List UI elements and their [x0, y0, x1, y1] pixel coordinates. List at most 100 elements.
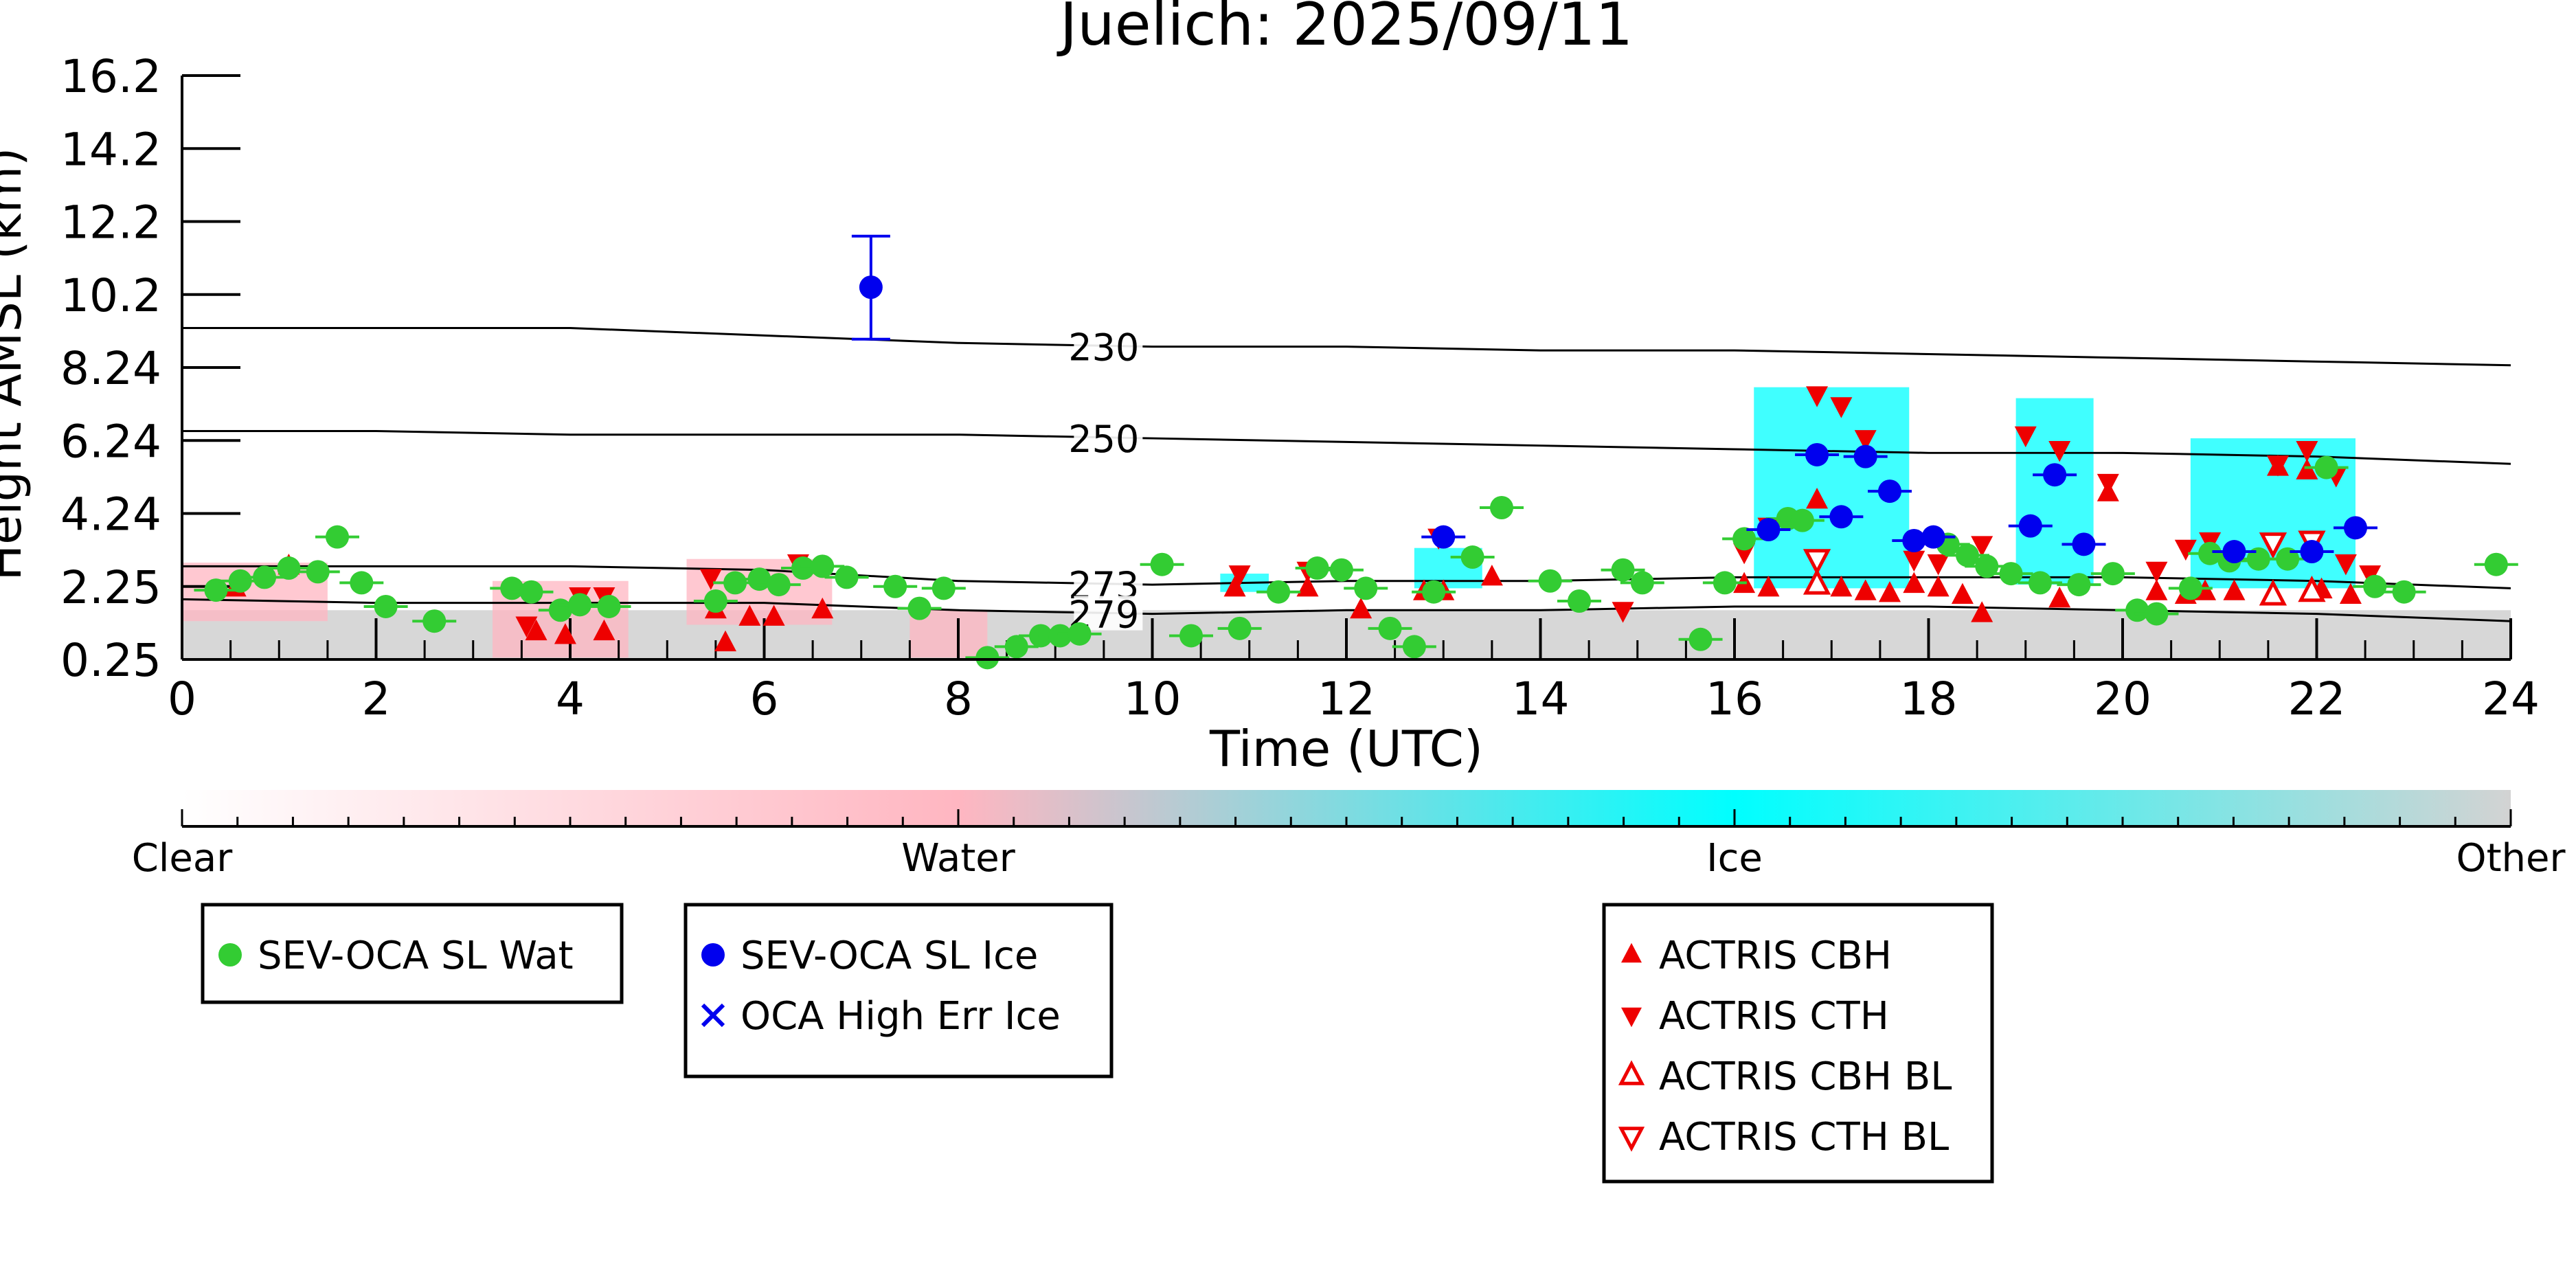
- actris-cbh-point: [1830, 576, 1853, 597]
- sev-oca-sl-wat-point: [811, 554, 835, 578]
- sev-oca-sl-ice-point: [1829, 505, 1853, 529]
- actris-cbh-bl-point: [2259, 579, 2287, 606]
- legend-label-actris-cth: ACTRIS CTH: [1659, 994, 1889, 1039]
- sev-oca-sl-wat-point: [767, 573, 791, 597]
- legend-marker-actris-cbh-bl: [1618, 1060, 1645, 1085]
- sev-oca-sl-ice-point: [2018, 514, 2042, 538]
- x-tick-label: 20: [2094, 673, 2151, 725]
- sev-oca-sl-wat-point: [2178, 576, 2202, 600]
- sev-oca-sl-wat-point: [326, 525, 349, 549]
- sev-oca-sl-wat-point: [703, 589, 727, 613]
- sev-oca-sl-wat-point: [1004, 635, 1028, 659]
- x-tick-label: 0: [168, 673, 196, 725]
- legend-marker-sev-oca-sl-ice: [701, 943, 725, 967]
- sev-oca-sl-wat-point: [1354, 576, 1378, 600]
- x-tick-label: 24: [2482, 673, 2540, 725]
- legend-label-actris-cbh: ACTRIS CBH: [1659, 934, 1892, 978]
- sev-oca-sl-wat-point: [1538, 569, 1562, 593]
- x-tick-label: 4: [556, 673, 585, 725]
- sev-oca-sl-wat-point: [1490, 496, 1513, 519]
- sev-oca-sl-wat-point: [2276, 547, 2300, 571]
- sev-oca-sl-wat-point: [723, 571, 747, 595]
- actris-cth-point: [2359, 565, 2382, 587]
- sev-oca-sl-wat-point: [1568, 589, 1591, 613]
- actris-cth-point: [699, 569, 722, 590]
- sev-oca-sl-wat-point: [228, 569, 252, 593]
- sev-oca-sl-wat-point: [1179, 624, 1203, 648]
- actris-cbh-point: [762, 605, 785, 626]
- sev-oca-sl-wat-point: [1378, 616, 1402, 640]
- sev-oca-sl-wat-point: [597, 594, 621, 618]
- actris-cbh-point: [2339, 583, 2362, 605]
- sev-oca-sl-wat-point: [907, 596, 931, 620]
- legend-label-oca-high-err-ice: OCA High Err Ice: [741, 994, 1061, 1039]
- colorbar-label: Clear: [132, 836, 233, 881]
- sev-oca-sl-wat-point: [1630, 571, 1654, 595]
- actris-cth-point: [2296, 441, 2318, 462]
- sev-oca-sl-ice-point: [859, 275, 883, 300]
- actris-cth-point: [1854, 430, 1877, 451]
- actris-cbh-point: [1903, 572, 1925, 594]
- sev-oca-sl-wat-point: [1999, 562, 2023, 586]
- actris-cbh-bl-point: [2298, 575, 2326, 602]
- actris-cbh-point: [2145, 579, 2168, 600]
- x-tick-label: 16: [1706, 673, 1763, 725]
- actris-cbh-point: [1951, 583, 1974, 605]
- actris-cth-point: [1927, 554, 1950, 576]
- legend-marker-actris-cth-bl: [1618, 1127, 1645, 1152]
- sev-oca-sl-wat-point: [1732, 527, 1756, 551]
- x-tick-label: 22: [2288, 673, 2346, 725]
- x-axis-label: Time (UTC): [1209, 720, 1483, 778]
- actris-cth-point: [1971, 536, 1993, 557]
- sev-oca-sl-wat-point: [519, 580, 543, 604]
- isotherm-label-bg: [1074, 328, 1143, 363]
- sev-oca-sl-wat-point: [931, 576, 956, 600]
- y-tick-label: 6.24: [60, 415, 161, 468]
- y-tick-label: 2.25: [60, 561, 161, 614]
- sev-oca-sl-wat-point: [2363, 574, 2387, 598]
- actris-cth-point: [515, 616, 538, 637]
- isotherm-label-230: 230: [1068, 326, 1139, 370]
- y-tick-label: 10.2: [60, 269, 161, 322]
- isotherm-label-250: 250: [1068, 418, 1139, 461]
- legend-marker-oca-high-err-ice: [701, 1003, 725, 1028]
- actris-cth-point: [2097, 473, 2119, 495]
- sev-oca-sl-ice-point: [2344, 516, 2367, 540]
- y-tick-label: 0.25: [60, 634, 161, 687]
- data-marks: [194, 234, 2518, 670]
- sev-oca-sl-wat-point: [2067, 573, 2091, 597]
- legend-marker-sev-oca-sl-wat: [218, 943, 242, 967]
- colorbar-label: Other: [2456, 836, 2566, 881]
- sev-oca-sl-wat-point: [2484, 552, 2508, 576]
- x-tick-label: 14: [1512, 673, 1570, 725]
- sev-oca-sl-wat-point: [1460, 545, 1484, 569]
- sev-oca-sl-wat-point: [883, 574, 907, 598]
- actris-cbh-point: [1350, 597, 1372, 619]
- sev-oca-sl-wat-point: [1402, 635, 1426, 659]
- sev-oca-sl-ice-point: [2072, 532, 2096, 556]
- sev-oca-sl-wat-point: [2125, 598, 2149, 622]
- x-tick-label: 10: [1124, 673, 1182, 725]
- actris-cth-point: [2334, 554, 2357, 576]
- sev-oca-sl-wat-point: [277, 556, 301, 580]
- legend-label-actris-cbh-bl: ACTRIS CBH BL: [1659, 1054, 1952, 1099]
- sev-oca-sl-ice-point: [1432, 525, 1456, 549]
- sev-oca-sl-wat-point: [253, 565, 277, 589]
- sev-oca-sl-wat-point: [500, 576, 524, 600]
- legend-label-actris-cth-bl: ACTRIS CTH BL: [1659, 1115, 1949, 1160]
- sev-oca-sl-wat-point: [1329, 558, 1353, 582]
- actris-cbh-point: [593, 619, 615, 641]
- x-tick-label: 18: [1900, 673, 1958, 725]
- colorbar: Clear Water Ice Other: [132, 790, 2566, 881]
- actris-cbh-point: [2048, 586, 2071, 608]
- sev-oca-sl-wat-point: [2314, 455, 2338, 479]
- sev-oca-sl-ice-point: [2300, 540, 2324, 564]
- actris-cbh-point: [1806, 487, 1829, 509]
- actris-cbh-point: [1971, 601, 1993, 622]
- actris-cbh-point: [1757, 576, 1780, 597]
- actris-cbh-bl-point: [1803, 568, 1831, 595]
- sev-oca-sl-wat-point: [975, 646, 999, 670]
- legend-marker-oca-high-err-ice-stroke: [701, 1003, 725, 1028]
- sev-oca-sl-wat-point: [1611, 558, 1635, 582]
